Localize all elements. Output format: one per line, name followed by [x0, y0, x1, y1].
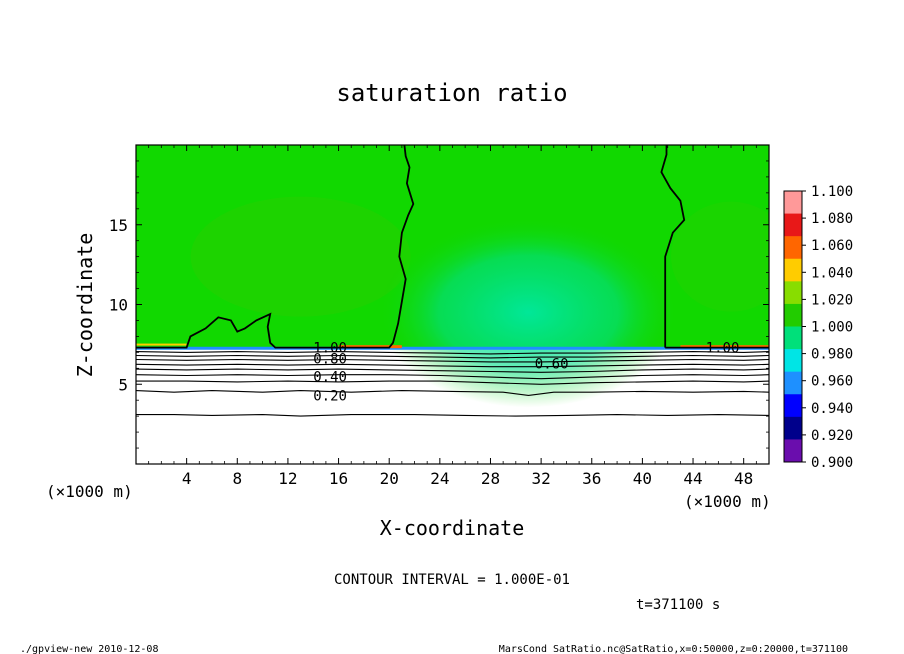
colorbar-label: 0.980 [811, 347, 853, 363]
colorbar-label: 0.920 [811, 428, 853, 444]
contour-label: 0.20 [313, 388, 347, 404]
colorbar-label: 0.960 [811, 374, 853, 390]
x-unit-label-left: (×1000 m) [46, 482, 133, 501]
x-tick-label: 36 [582, 469, 601, 488]
colorbar-label: 0.900 [811, 455, 853, 471]
contour-interval-text: CONTOUR INTERVAL = 1.000E-01 [334, 572, 570, 588]
footer-left: ./gpview-new 2010-12-08 [20, 644, 158, 654]
x-axis-label: X-coordinate [380, 516, 525, 540]
contour-label: 1.00 [313, 341, 347, 357]
x-tick-label: 20 [380, 469, 399, 488]
colorbar: 1.100 1.080 1.060 1.040 1.020 1.000 0.980 0.960… [783, 184, 853, 471]
contour-line-0-50 [136, 368, 769, 373]
fill-green-patch-right [671, 201, 769, 312]
y-axis-label: Z-coordinate [73, 233, 97, 378]
colorbar-label: 1.000 [811, 320, 853, 336]
colorbar-swatch [784, 258, 802, 282]
x-tick-label: 40 [633, 469, 652, 488]
contour-line-1-00 [660, 145, 686, 348]
contour-line-0-60 [136, 363, 769, 368]
colorbar-swatch [784, 416, 802, 440]
x-tick-label: 24 [430, 469, 449, 488]
x-tick-label: 12 [278, 469, 297, 488]
x-unit-label-right: (×1000 m) [684, 492, 771, 511]
colorbar-label: 0.940 [811, 401, 853, 417]
contour-line-0-40 [136, 374, 769, 380]
colorbar-swatch [784, 349, 802, 373]
contour-label: 0.80 [313, 352, 347, 368]
fill-green-patch-left [190, 196, 411, 317]
time-label: t=371100 s [636, 597, 720, 613]
fill-cyan-region [378, 217, 679, 408]
contour-labels: 1.000.80 0.600.400.201.00 [313, 341, 739, 405]
contour-line-0-90 [136, 351, 769, 355]
colorbar-swatch [784, 439, 802, 463]
colorbar-swatch [784, 371, 802, 395]
y-tick-label: 10 [109, 296, 128, 315]
fill-orange-band-left [338, 345, 402, 349]
colorbar-swatch [784, 213, 802, 237]
colorbar-swatch [784, 281, 802, 305]
colorbar-swatch [784, 236, 802, 260]
colorbar-label: 1.080 [811, 211, 853, 227]
colorbar-swatch [784, 394, 802, 418]
x-tick-label: 28 [481, 469, 500, 488]
footer-right: MarsCond_SatRatio.nc@SatRatio,x=0:50000,… [499, 644, 848, 654]
x-tick-label: 4 [182, 469, 192, 488]
contour-line-1-00 [136, 145, 415, 349]
saturation-fill [136, 145, 769, 408]
contour-line-0-80 [136, 354, 769, 359]
contour-line-0-70 [136, 358, 769, 363]
colorbar-label: 1.100 [811, 184, 853, 200]
colorbar-label: 1.060 [811, 238, 853, 254]
plot-area: 1.000.80 0.600.400.201.00 [136, 145, 769, 464]
chart-title: saturation ratio [336, 79, 567, 107]
x-tick-label: 48 [734, 469, 753, 488]
x-tick-label: 8 [232, 469, 242, 488]
colorbar-swatch [784, 303, 802, 327]
colorbar-label: 1.020 [811, 292, 853, 308]
colorbar-label: 1.040 [811, 265, 853, 281]
colorbar-swatch [784, 326, 802, 350]
y-tick-label: 15 [109, 216, 128, 235]
fill-yellow-band [136, 343, 187, 346]
fill-orange-band-right [680, 345, 769, 349]
x-tick-label: 44 [683, 469, 702, 488]
colorbar-swatch [784, 191, 802, 215]
x-tick-label: 16 [329, 469, 348, 488]
x-axis-ticks: 4 8 12 16 20 24 28 32 36 40 44 48 [148, 145, 757, 488]
y-tick-label: 5 [118, 375, 128, 394]
contour-lines [136, 145, 769, 417]
x-tick-label: 32 [531, 469, 550, 488]
y-axis-ticks: 5 10 15 [109, 160, 769, 449]
fill-blue-band [136, 346, 769, 350]
contour-label: 0.40 [313, 369, 347, 385]
contour-label: 1.00 [706, 341, 740, 357]
contour-label: 0.60 [535, 357, 569, 373]
contour-line-0-00 [136, 414, 769, 417]
contour-line-0-30 [136, 380, 769, 385]
contour-line-0-20 [136, 390, 769, 396]
